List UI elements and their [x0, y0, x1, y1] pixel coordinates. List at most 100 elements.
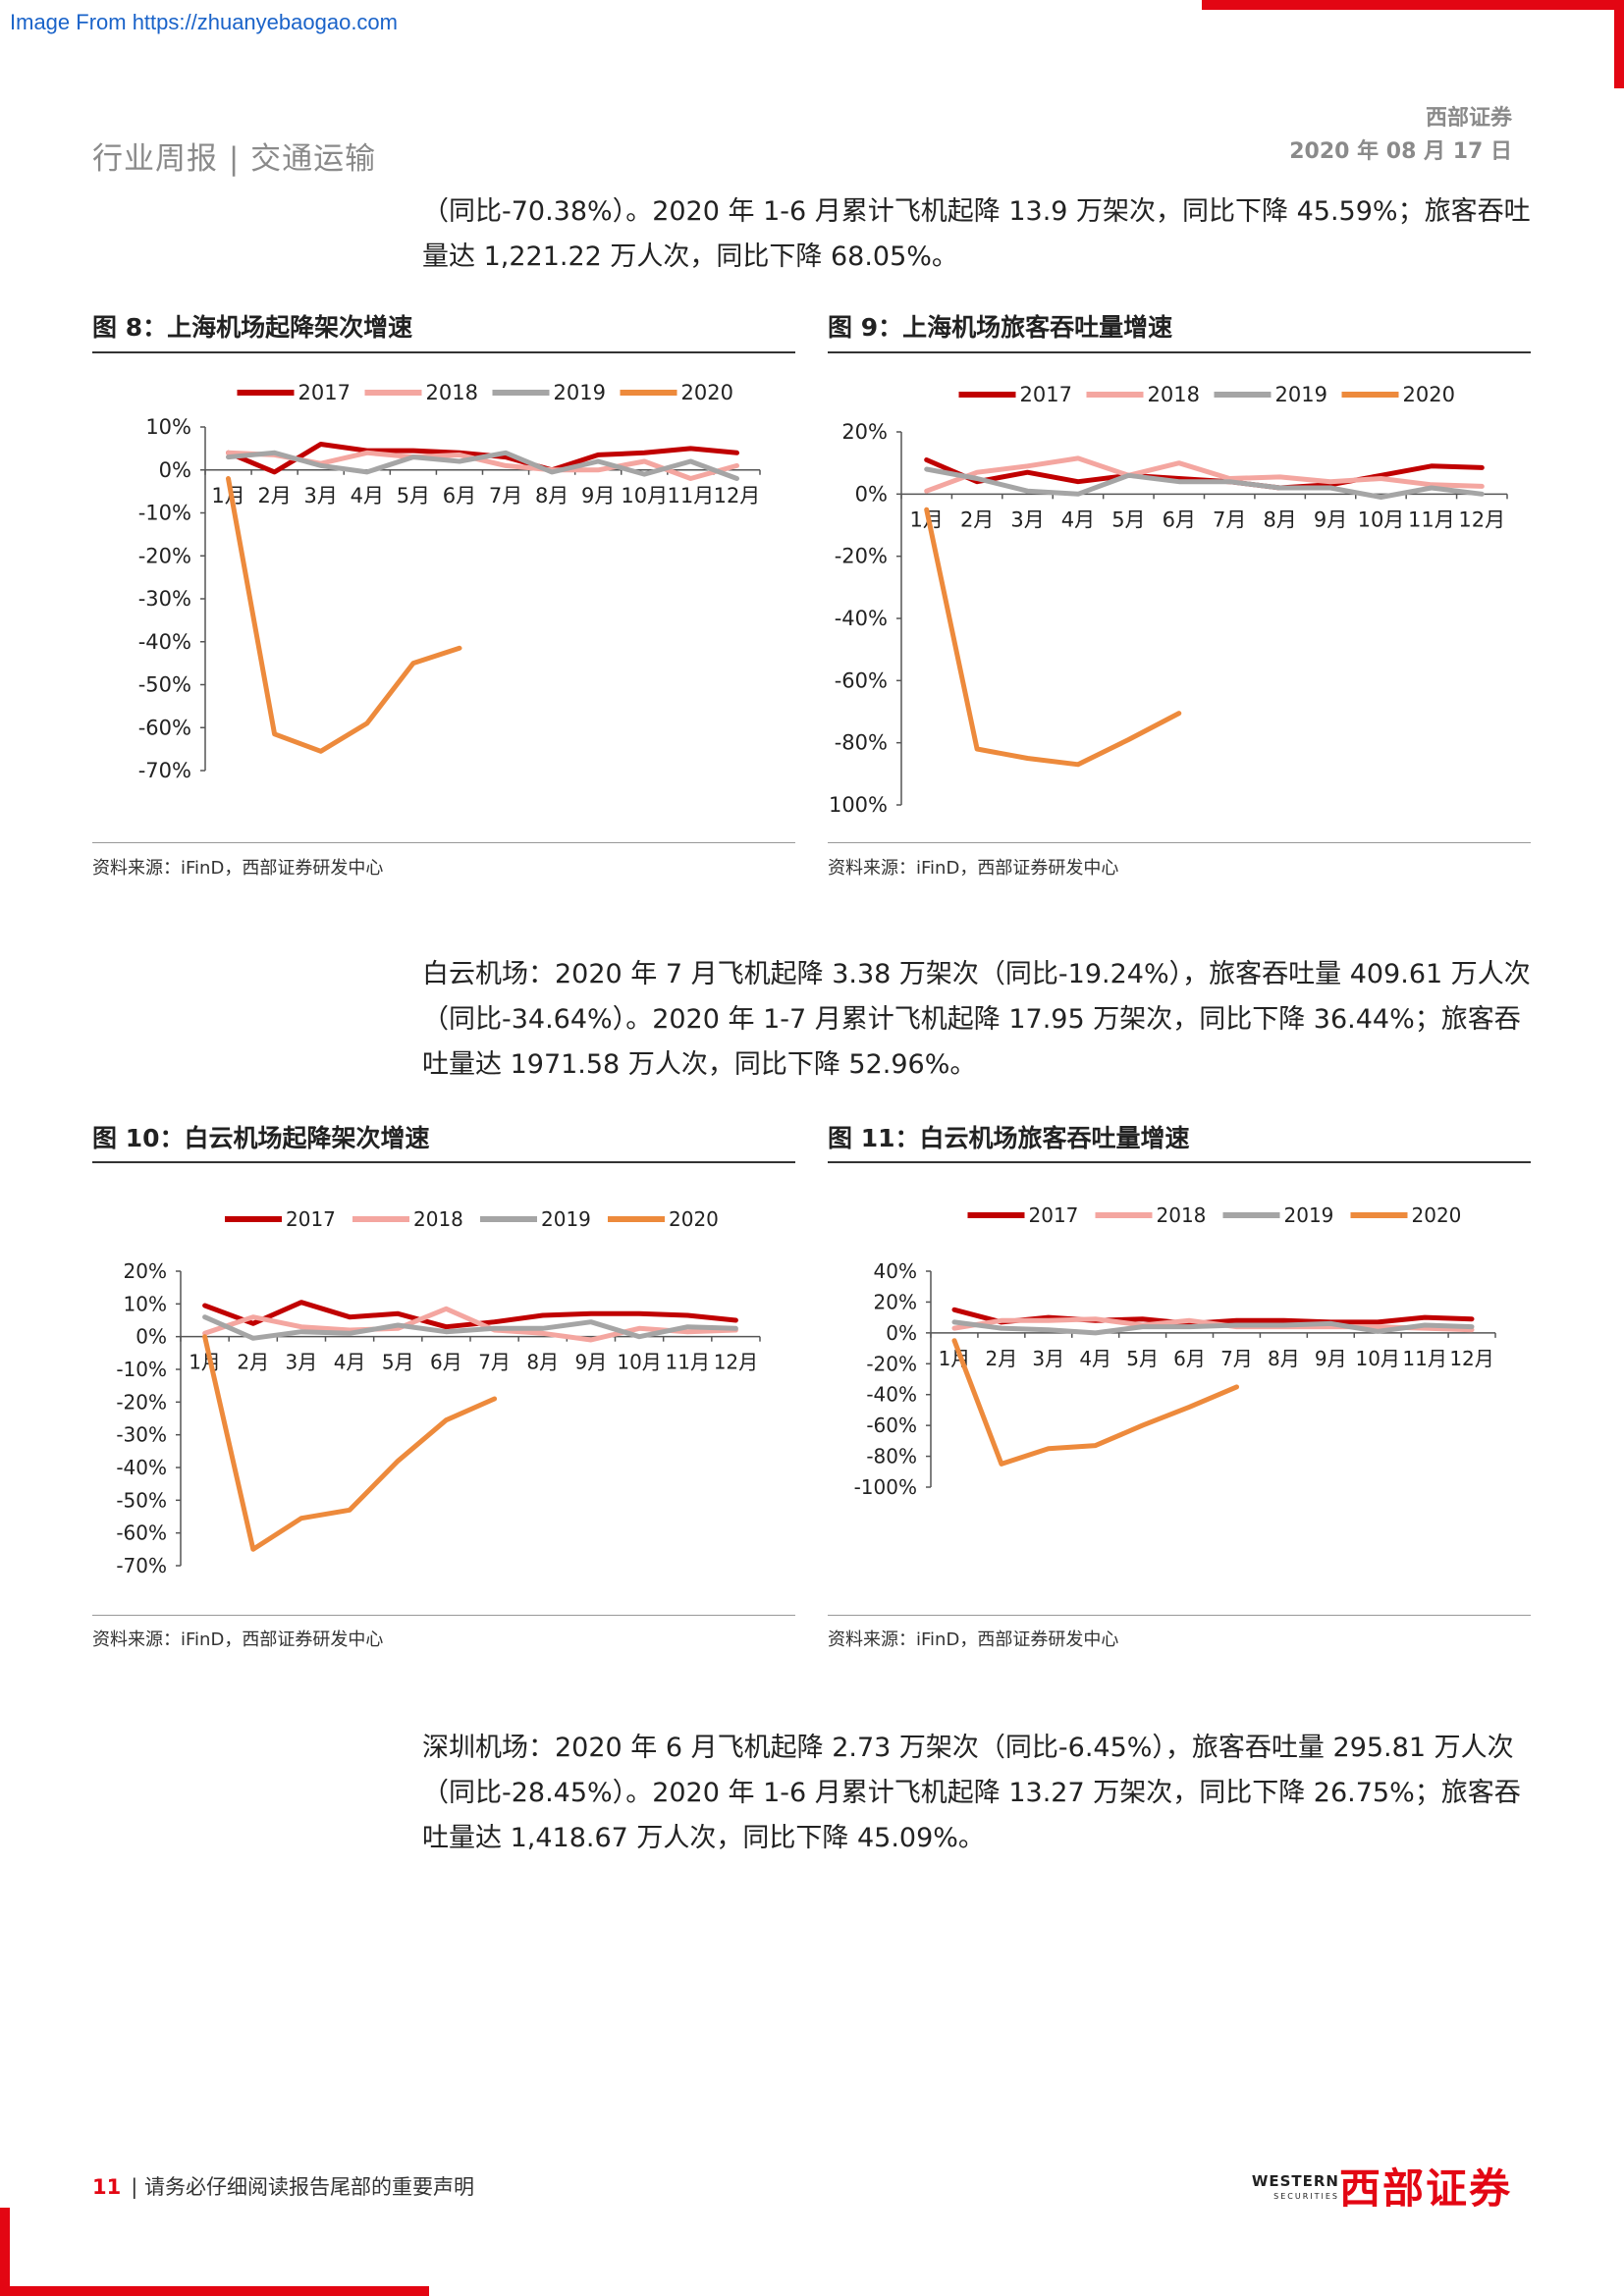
bottom-accent-bar	[0, 2286, 429, 2296]
x-tick-label: 2月	[960, 507, 994, 531]
x-tick-label: 12月	[714, 1351, 758, 1374]
legend-label-2018: 2018	[1157, 1203, 1207, 1227]
legend-label-2017: 2017	[1020, 383, 1072, 406]
x-tick-label: 6月	[1173, 1347, 1206, 1370]
figure-11-source: 资料来源：iFinD，西部证券研发中心	[828, 1629, 1119, 1650]
legend-label-2019: 2019	[554, 381, 606, 404]
y-tick-label: -60%	[138, 716, 191, 739]
x-tick-label: 8月	[1268, 1347, 1300, 1370]
legend-label-2020: 2020	[1412, 1203, 1462, 1227]
chart-baiyun-passengers: 40%20%0%-20%-40%-60%-80%-100%1月 2月 3月 4月 5月 6…	[854, 1203, 1496, 1499]
figure-9-source: 资料来源：iFinD，西部证券研发中心	[828, 858, 1119, 879]
y-tick-label: -60%	[116, 1522, 167, 1545]
y-tick-label: -70%	[116, 1554, 167, 1577]
x-tick-label: 4月	[334, 1351, 366, 1374]
y-tick-label: -20%	[866, 1352, 917, 1375]
figure-8-bottom-rule	[92, 842, 795, 843]
x-tick-label: 2月	[986, 1347, 1018, 1370]
y-tick-label: -20%	[138, 544, 191, 567]
legend-label-2017: 2017	[298, 381, 351, 404]
footer-disclaimer: 11 | 请务必仔细阅读报告尾部的重要声明	[92, 2171, 474, 2201]
y-tick-label: -70%	[138, 759, 191, 782]
x-tick-label: 11月	[1408, 507, 1455, 531]
x-tick-label: 3月	[286, 1351, 318, 1374]
x-tick-label: 10月	[617, 1351, 661, 1374]
legend-label-2020: 2020	[681, 381, 733, 404]
x-tick-label: 8月	[526, 1351, 559, 1374]
x-tick-label: 12月	[714, 484, 761, 507]
logo-english: WESTERN	[1251, 2172, 1339, 2190]
x-tick-label: 10月	[1355, 1347, 1399, 1370]
x-tick-label: 9月	[1315, 1347, 1347, 1370]
legend-label-2018: 2018	[1148, 383, 1200, 406]
legend-label-2020: 2020	[669, 1207, 719, 1231]
legend-label-2017: 2017	[1029, 1203, 1079, 1227]
legend-label-2019: 2019	[1284, 1203, 1334, 1227]
company-logo: 西部证券	[1338, 2164, 1512, 2213]
series-line-2019	[951, 1319, 1475, 1336]
figure-11-title: 图 11：白云机场旅客吞吐量增速	[828, 1124, 1190, 1152]
x-tick-label: 9月	[581, 484, 615, 507]
x-tick-label: 4月	[351, 484, 384, 507]
figure-9-top-rule	[828, 351, 1531, 353]
figure-10-source: 资料来源：iFinD，西部证券研发中心	[92, 1629, 384, 1650]
y-tick-label: 10%	[145, 415, 191, 439]
chart-shanghai-passengers: 20%0%-20%-40%-60%-80%-100%1月 2月 3月 4月 5月 6月 7月…	[828, 383, 1508, 817]
y-tick-label: -40%	[835, 607, 888, 630]
y-tick-label: -100%	[854, 1475, 917, 1499]
x-tick-label: 9月	[1314, 507, 1347, 531]
y-tick-label: 10%	[124, 1292, 167, 1315]
y-tick-label: 0%	[159, 458, 191, 482]
top-accent-bar-vertical	[1614, 0, 1624, 88]
y-tick-label: 20%	[841, 420, 888, 444]
x-tick-label: 12月	[1458, 507, 1505, 531]
header-company: 西部证券	[1425, 106, 1512, 131]
y-tick-label: -40%	[116, 1456, 167, 1479]
figure-10-bottom-rule	[92, 1615, 795, 1616]
series-line-2020	[202, 1334, 498, 1552]
x-tick-label: 11月	[1402, 1347, 1446, 1370]
x-tick-label: 5月	[1126, 1347, 1159, 1370]
x-tick-label: 9月	[575, 1351, 608, 1374]
series-line-2020	[951, 1338, 1239, 1467]
x-tick-label: 8月	[1263, 507, 1296, 531]
y-tick-label: -80%	[866, 1445, 917, 1468]
x-tick-label: 3月	[1010, 507, 1044, 531]
series-line-2019	[924, 466, 1485, 500]
bottom-accent-bar-vertical	[0, 2208, 10, 2296]
x-tick-label: 12月	[1449, 1347, 1493, 1370]
series-line-2020	[924, 507, 1182, 768]
chart-baiyun-flights: 20% 10% 0% -10% -20% -30% -40% -50% -60% -70% 1月 2月…	[116, 1207, 761, 1577]
y-tick-label: 20%	[874, 1290, 917, 1313]
legend-label-2020: 2020	[1403, 383, 1455, 406]
x-tick-label: 7月	[1213, 507, 1246, 531]
y-tick-label: -50%	[116, 1488, 167, 1512]
x-tick-label: 11月	[666, 1351, 710, 1374]
y-tick-label: 0%	[886, 1321, 917, 1345]
figure-9-title: 图 9：上海机场旅客吞吐量增速	[828, 313, 1173, 342]
watermark-text: Image From https://zhuanyebaogao.com	[10, 10, 398, 34]
header-date: 2020 年 08 月 17 日	[1289, 139, 1512, 164]
series-line-2018	[924, 455, 1485, 494]
series-line-2019	[226, 450, 739, 481]
y-tick-label: 20%	[124, 1259, 167, 1283]
x-tick-label: 10月	[621, 484, 668, 507]
legend-label-2018: 2018	[413, 1207, 463, 1231]
paragraph-shenzhen: 深圳机场：2020 年 6 月飞机起降 2.73 万架次（同比-6.45%），旅…	[422, 1733, 1521, 1853]
y-tick-label: 40%	[874, 1259, 917, 1283]
x-tick-label: 3月	[304, 484, 338, 507]
y-tick-label: -50%	[138, 673, 191, 697]
page-number: 11	[92, 2175, 122, 2199]
figure-8-top-rule	[92, 351, 795, 353]
figure-11-bottom-rule	[828, 1615, 1531, 1616]
paragraph-baiyun: 白云机场：2020 年 7 月飞机起降 3.38 万架次（同比-19.24%），…	[422, 959, 1531, 1080]
report-category: 行业周报 | 交通运输	[92, 141, 377, 177]
x-tick-label: 2月	[237, 1351, 269, 1374]
x-tick-label: 7月	[478, 1351, 511, 1374]
y-tick-label: -80%	[835, 731, 888, 755]
series-line-2020	[226, 476, 462, 754]
figure-8-title: 图 8：上海机场起降架次增速	[92, 313, 413, 342]
x-tick-label: 6月	[443, 484, 476, 507]
x-tick-label: 4月	[1079, 1347, 1111, 1370]
y-tick-label: -40%	[866, 1383, 917, 1407]
